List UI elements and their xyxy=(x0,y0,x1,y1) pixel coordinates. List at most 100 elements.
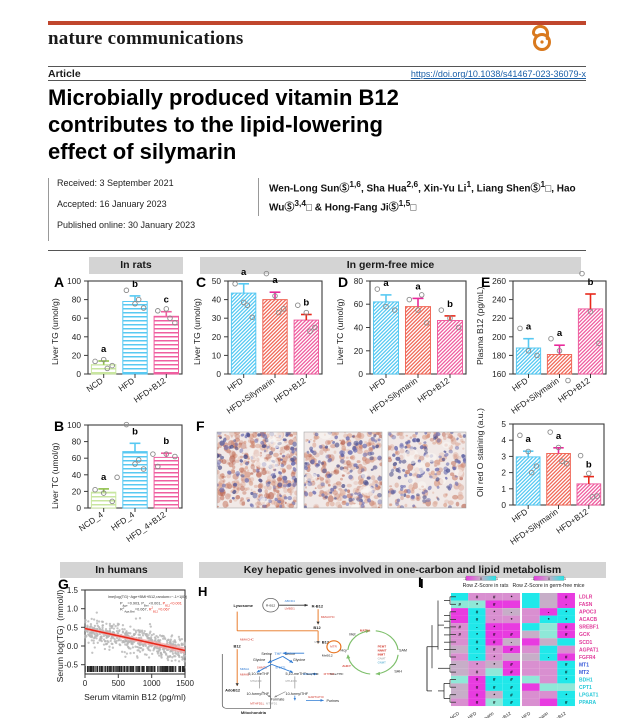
svg-text:60: 60 xyxy=(354,299,364,309)
svg-text:HFD+B12: HFD+B12 xyxy=(554,506,590,535)
svg-text:20: 20 xyxy=(354,346,364,356)
svg-text:NCD: NCD xyxy=(449,710,461,718)
svg-text:-: - xyxy=(565,602,567,607)
svg-text:5,10-meTHF: 5,10-meTHF xyxy=(248,672,269,676)
svg-text:GNMT: GNMT xyxy=(378,661,387,665)
svg-text:HFD+B12: HFD+B12 xyxy=(492,710,512,718)
svg-text:lme(log(TG)~Age+BMI+B12,random: lme(log(TG)~Age+BMI+B12,random=~-1+1|ID) xyxy=(108,595,188,599)
svg-text:40: 40 xyxy=(72,470,82,480)
svg-text:LDLR: LDLR xyxy=(579,595,593,601)
svg-text:#: # xyxy=(510,632,513,637)
svg-text:HFD+B12: HFD+B12 xyxy=(556,375,592,404)
svg-text:MAT1A: MAT1A xyxy=(360,629,370,633)
svg-text:*: * xyxy=(493,625,495,630)
svg-text:*: * xyxy=(511,617,513,622)
svg-text:#: # xyxy=(476,685,479,690)
svg-text:4: 4 xyxy=(501,435,506,445)
svg-text:20: 20 xyxy=(72,350,82,360)
svg-text:1.0: 1.0 xyxy=(67,605,79,614)
svg-text:#: # xyxy=(565,700,568,705)
svg-text:#: # xyxy=(476,640,479,645)
svg-text:b: b xyxy=(303,298,309,309)
svg-text:#: # xyxy=(493,647,496,652)
svg-text:b: b xyxy=(588,277,594,288)
svg-text:0: 0 xyxy=(501,500,506,510)
svg-text:3: 3 xyxy=(501,451,506,461)
svg-text:FGFR4: FGFR4 xyxy=(579,655,596,661)
svg-text:200: 200 xyxy=(492,332,506,342)
svg-text:B12: B12 xyxy=(313,626,320,630)
svg-text:MTR: MTR xyxy=(330,645,337,649)
svg-text:SAM: SAM xyxy=(399,649,407,653)
svg-text:Serum log(TG) (mmol/l): Serum log(TG) (mmol/l) xyxy=(55,590,65,683)
svg-text:0: 0 xyxy=(358,369,363,379)
svg-text:20: 20 xyxy=(72,486,82,496)
svg-text:HFD+B12: HFD+B12 xyxy=(132,375,168,404)
svg-text:NCD_4: NCD_4 xyxy=(77,509,105,533)
svg-text:MMACHC: MMACHC xyxy=(240,638,254,642)
svg-text:Glycine: Glycine xyxy=(293,658,305,662)
svg-text:-: - xyxy=(548,655,550,660)
svg-text:1: 1 xyxy=(501,484,506,494)
svg-text:#: # xyxy=(493,602,496,607)
svg-text:30: 30 xyxy=(212,313,222,323)
svg-text:*: * xyxy=(493,662,495,667)
svg-text:-: - xyxy=(511,640,513,645)
svg-text:#: # xyxy=(476,700,479,705)
svg-text:MMAB: MMAB xyxy=(240,673,249,677)
svg-text:HFD+Silymarin: HFD+Silymarin xyxy=(509,375,561,416)
svg-text:AGPAT1: AGPAT1 xyxy=(579,647,599,653)
svg-text:Lysosome: Lysosome xyxy=(233,604,253,608)
svg-text:SeqTHF: SeqTHF xyxy=(306,672,319,676)
svg-text:500: 500 xyxy=(112,679,126,688)
svg-text:#: # xyxy=(458,602,461,607)
svg-text:GART/ATIC: GART/ATIC xyxy=(308,695,324,699)
svg-text:GAMT: GAMT xyxy=(378,657,386,661)
svg-text:5: 5 xyxy=(501,419,506,429)
svg-text:a: a xyxy=(101,472,107,483)
svg-text:HFD+Silymarin: HFD+Silymarin xyxy=(508,506,560,547)
svg-text:-: - xyxy=(511,609,513,614)
svg-text:#: # xyxy=(565,655,568,660)
svg-text:a: a xyxy=(272,275,278,286)
svg-text:260: 260 xyxy=(492,276,506,286)
svg-text:HFD+B12: HFD+B12 xyxy=(415,375,451,404)
svg-text:1000: 1000 xyxy=(143,679,161,688)
svg-text:G: G xyxy=(58,576,69,592)
svg-text:HFD+B12: HFD+B12 xyxy=(547,710,567,718)
svg-text:a: a xyxy=(557,328,563,339)
svg-text:b: b xyxy=(447,299,453,310)
svg-text:10: 10 xyxy=(212,350,222,360)
svg-text:#: # xyxy=(493,685,496,690)
svg-text:Glycine: Glycine xyxy=(253,658,265,662)
svg-text:HFD+Silymarin: HFD+Silymarin xyxy=(466,710,495,718)
svg-text:#: # xyxy=(493,640,496,645)
svg-text:*: * xyxy=(476,632,478,637)
svg-text:#: # xyxy=(565,670,568,675)
svg-text:80: 80 xyxy=(72,437,82,447)
svg-text:*: * xyxy=(493,655,495,660)
svg-text:HFD: HFD xyxy=(521,710,532,718)
svg-text:MTHFD9: MTHFD9 xyxy=(250,679,262,683)
svg-text:#: # xyxy=(458,632,461,637)
svg-text:5meTHF: 5meTHF xyxy=(330,672,343,676)
svg-text:HFD: HFD xyxy=(367,375,387,393)
svg-text:-: - xyxy=(493,617,495,622)
svg-text:NCD: NCD xyxy=(84,375,104,394)
svg-text:ABCD4: ABCD4 xyxy=(285,599,296,603)
svg-text:-: - xyxy=(476,655,478,660)
svg-text:#: # xyxy=(565,625,568,630)
svg-text:0.0: 0.0 xyxy=(67,642,79,651)
svg-text:MTHFR: MTHFR xyxy=(324,672,335,676)
svg-text:b: b xyxy=(163,436,169,447)
svg-text:c: c xyxy=(164,295,169,306)
svg-text:*: * xyxy=(565,617,567,622)
svg-text:#: # xyxy=(476,670,479,675)
svg-text:20: 20 xyxy=(212,332,222,342)
svg-text:Hcy: Hcy xyxy=(341,649,348,653)
svg-text:#: # xyxy=(476,609,479,614)
svg-text:R-B12: R-B12 xyxy=(266,604,276,608)
svg-text:HFD+Silymarin: HFD+Silymarin xyxy=(521,710,550,718)
svg-text:H: H xyxy=(198,584,207,599)
svg-text:SCD1: SCD1 xyxy=(579,640,593,646)
